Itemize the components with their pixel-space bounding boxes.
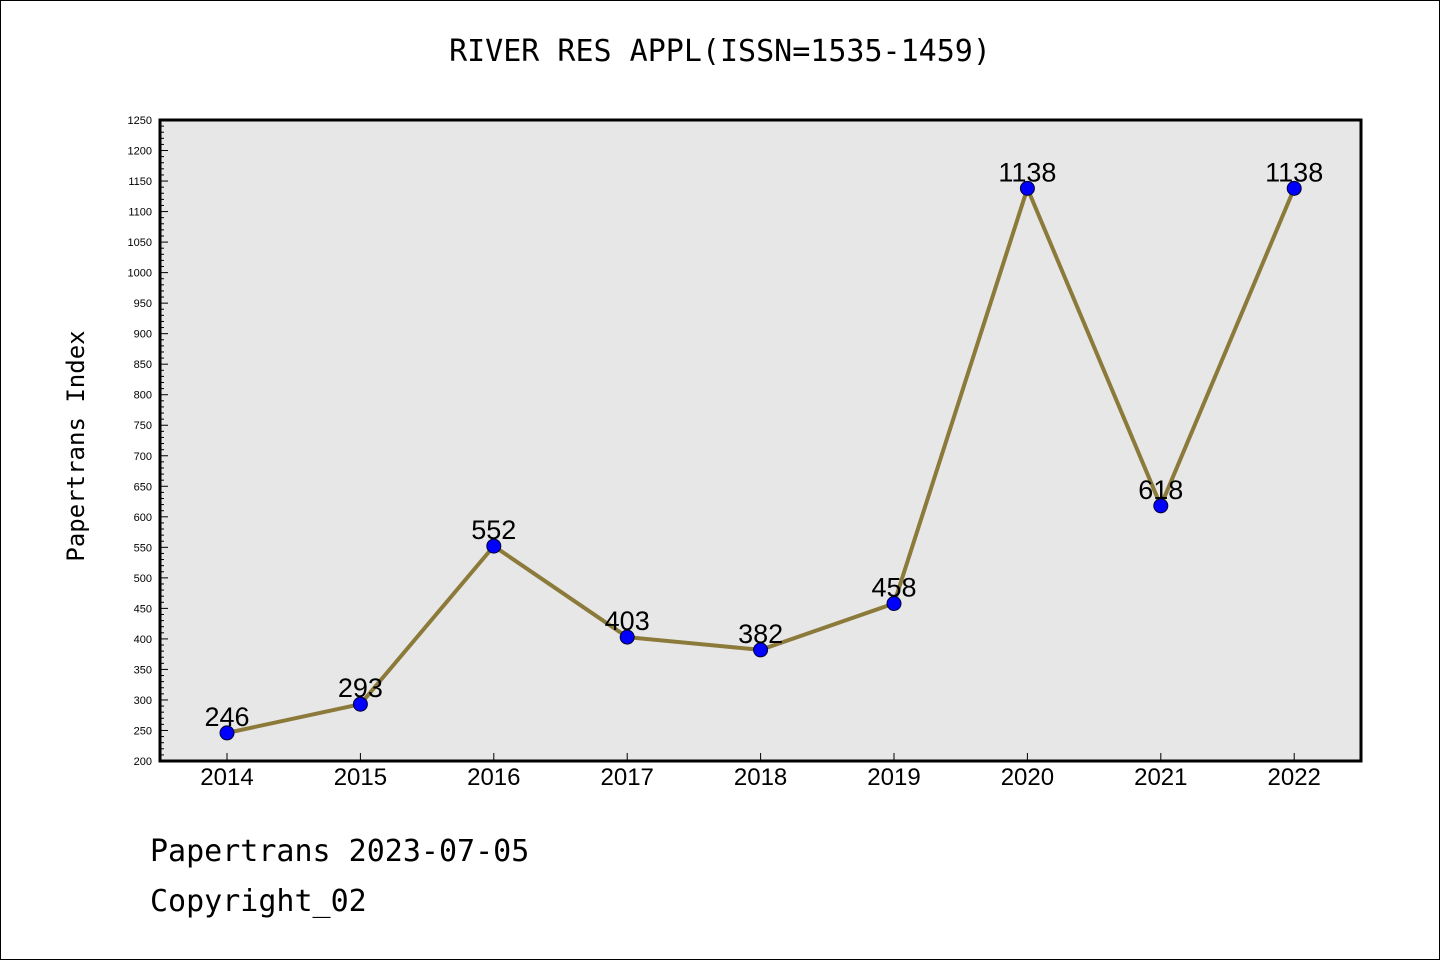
y-tick-label: 900: [134, 329, 152, 341]
data-point: [486, 538, 502, 554]
footer-date: Papertrans 2023-07-05: [150, 834, 530, 869]
data-point: [886, 595, 902, 611]
y-tick-label: 1150: [128, 176, 152, 188]
data-label: 1138: [1265, 157, 1323, 187]
y-tick-label: 950: [134, 298, 152, 310]
x-tick-label: 2015: [334, 764, 387, 791]
plot-area: [160, 120, 1361, 761]
y-tick-label: 550: [134, 542, 152, 554]
y-tick-label: 600: [134, 512, 152, 524]
y-tick-label: 850: [134, 359, 152, 371]
y-tick-label: 650: [134, 481, 152, 493]
plot-border: [158, 118, 1363, 763]
data-point: [1019, 180, 1035, 196]
y-axis-ticks: 200 250 300 350 400 450 500 550 600 650 700 750 800 8…: [128, 115, 168, 768]
x-tick-label: 2017: [601, 764, 654, 791]
data-point: [619, 629, 635, 645]
data-labels: 246 293 552 403 382 458 1138 618 1138: [204, 157, 1323, 732]
x-tick-label: 2016: [467, 764, 520, 791]
data-label: 403: [605, 606, 650, 636]
x-tick-label: 2018: [734, 764, 787, 791]
data-point: [352, 696, 368, 712]
y-tick-label: 750: [134, 420, 152, 432]
series-markers: [219, 180, 1302, 741]
y-tick-label: 450: [134, 603, 152, 615]
y-tick-label: 500: [134, 573, 152, 585]
x-tick-label: 2021: [1134, 764, 1187, 791]
x-tick-label: 2019: [867, 764, 920, 791]
data-point: [1286, 180, 1302, 196]
y-tick-label: 350: [134, 664, 152, 676]
x-tick-label: 2022: [1268, 764, 1321, 791]
y-tick-label: 400: [134, 634, 152, 646]
y-tick-label: 800: [134, 390, 152, 402]
footer-copyright: Copyright_02: [150, 884, 367, 919]
y-tick-label: 1100: [128, 207, 152, 219]
data-label: 293: [338, 673, 383, 703]
y-tick-label: 200: [134, 756, 152, 768]
y-tick-label: 1050: [128, 237, 152, 249]
data-label: 246: [204, 702, 249, 732]
x-tick-label: 2014: [200, 764, 253, 791]
chart-title: RIVER RES APPL(ISSN=1535-1459): [449, 34, 991, 69]
data-point: [753, 642, 769, 658]
data-label: 618: [1138, 475, 1183, 505]
x-tick-label: 2020: [1001, 764, 1054, 791]
data-point: [1153, 498, 1169, 514]
y-tick-label: 250: [134, 725, 152, 737]
y-tick-label: 1000: [128, 268, 152, 280]
data-point: [219, 725, 235, 741]
data-label: 458: [871, 572, 916, 602]
y-tick-label: 700: [134, 451, 152, 463]
y-tick-label: 1250: [128, 115, 152, 127]
data-label: 382: [738, 619, 783, 649]
x-axis-ticks: 2014 2015 2016 2017 2018 2019 2020 2021 2022: [200, 753, 1321, 791]
y-tick-label: 300: [134, 695, 152, 707]
data-label: 552: [471, 515, 516, 545]
y-tick-label: 1200: [128, 146, 152, 158]
data-label: 1138: [998, 157, 1056, 187]
